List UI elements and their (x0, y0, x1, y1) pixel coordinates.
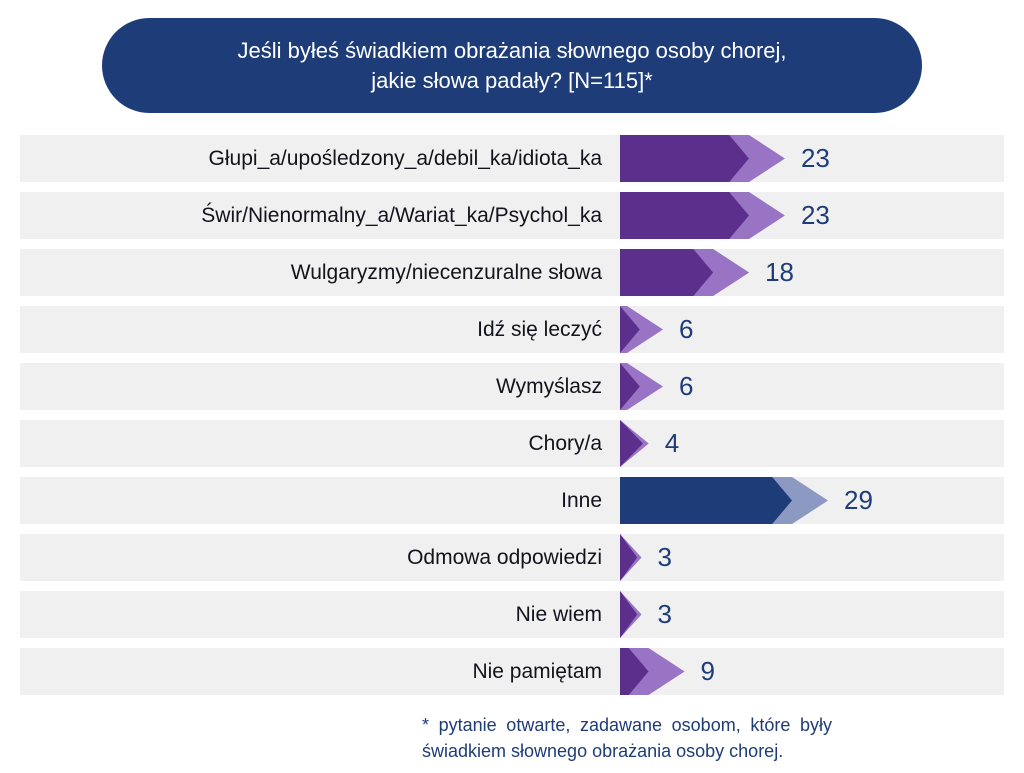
bar-label: Nie wiem (20, 603, 620, 627)
bar-container: 6 (620, 363, 1004, 410)
bar-label: Wymyślasz (20, 375, 620, 399)
bar-value: 3 (658, 542, 672, 573)
chart-row: Nie wiem 3 (20, 591, 1004, 638)
bar-shape (620, 648, 685, 695)
bar-shape (620, 534, 642, 581)
bar-shape (620, 420, 649, 467)
footnote: * pytanie otwarte, zadawane osobom, któr… (192, 713, 832, 763)
bar-container: 23 (620, 192, 1004, 239)
bar-shape (620, 477, 828, 524)
bar-shape (620, 135, 785, 182)
chart-row: Głupi_a/upośledzony_a/debil_ka/idiota_ka… (20, 135, 1004, 182)
bar-label: Chory/a (20, 432, 620, 456)
chart-row: Inne 29 (20, 477, 1004, 524)
bar-label: Odmowa odpowiedzi (20, 546, 620, 570)
bar-shape (620, 192, 785, 239)
chart-row: Nie pamiętam 9 (20, 648, 1004, 695)
bar-container: 18 (620, 249, 1004, 296)
bar-value: 23 (801, 143, 830, 174)
bar-container: 3 (620, 534, 1004, 581)
bar-value: 23 (801, 200, 830, 231)
bar-container: 9 (620, 648, 1004, 695)
bar-value: 4 (665, 428, 679, 459)
bar-value: 6 (679, 371, 693, 402)
title-line-1: Jeśli byłeś świadkiem obrażania słownego… (237, 38, 786, 63)
chart-area: Głupi_a/upośledzony_a/debil_ka/idiota_ka… (20, 135, 1004, 695)
bar-container: 23 (620, 135, 1004, 182)
bar-label: Idź się leczyć (20, 318, 620, 342)
bar-container: 3 (620, 591, 1004, 638)
bar-value: 9 (701, 656, 715, 687)
bar-label: Nie pamiętam (20, 660, 620, 684)
chart-row: Świr/Nienormalny_a/Wariat_ka/Psychol_ka 2… (20, 192, 1004, 239)
bar-label: Głupi_a/upośledzony_a/debil_ka/idiota_ka (20, 147, 620, 171)
bar-value: 29 (844, 485, 873, 516)
chart-row: Wulgaryzmy/niecenzuralne słowa 18 (20, 249, 1004, 296)
bar-container: 29 (620, 477, 1004, 524)
chart-row: Wymyślasz 6 (20, 363, 1004, 410)
chart-row: Chory/a 4 (20, 420, 1004, 467)
bar-label: Świr/Nienormalny_a/Wariat_ka/Psychol_ka (20, 204, 620, 228)
chart-row: Odmowa odpowiedzi 3 (20, 534, 1004, 581)
bar-value: 18 (765, 257, 794, 288)
footnote-text: * pytanie otwarte, zadawane osobom, któr… (422, 715, 832, 760)
bar-label: Inne (20, 489, 620, 513)
bar-shape (620, 306, 663, 353)
bar-container: 4 (620, 420, 1004, 467)
chart-title: Jeśli byłeś świadkiem obrażania słownego… (102, 18, 922, 113)
title-line-2: jakie słowa padały? [N=115]* (371, 68, 653, 93)
bar-value: 3 (658, 599, 672, 630)
bar-value: 6 (679, 314, 693, 345)
chart-row: Idź się leczyć 6 (20, 306, 1004, 353)
bar-label: Wulgaryzmy/niecenzuralne słowa (20, 261, 620, 285)
bar-shape (620, 591, 642, 638)
bar-shape (620, 363, 663, 410)
bar-shape (620, 249, 749, 296)
bar-container: 6 (620, 306, 1004, 353)
